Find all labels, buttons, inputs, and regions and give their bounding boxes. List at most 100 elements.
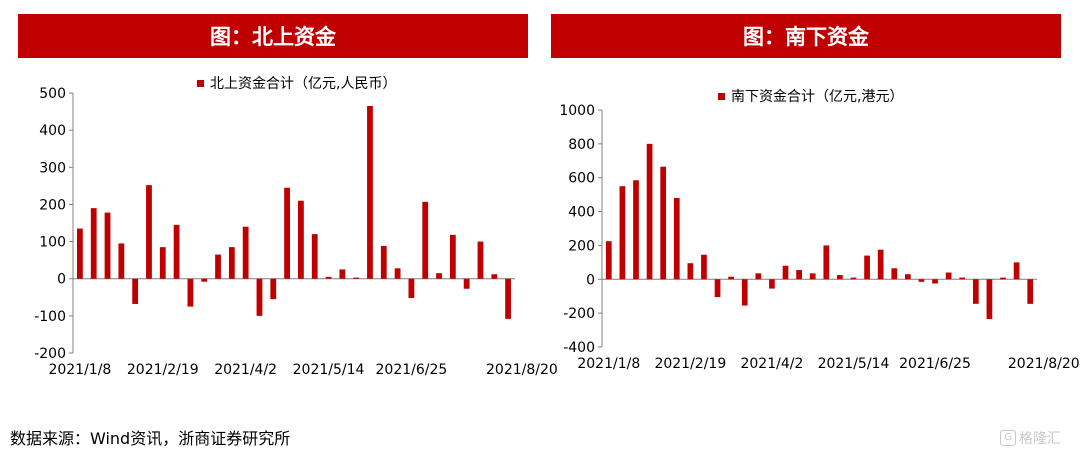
south-x-tick-label: 2021/4/2: [740, 356, 803, 372]
north-x-tick-label: 2021/4/2: [214, 362, 277, 378]
south-legend-label: 南下资金合计（亿元,港元）: [731, 89, 903, 105]
north-bar: [380, 246, 387, 279]
north-bar: [491, 274, 498, 279]
south-bar: [633, 180, 639, 280]
north-y-tick-label: -100: [34, 309, 66, 325]
south-bar: [701, 254, 707, 280]
panel-title-northbound: 图：北上资金: [18, 14, 528, 58]
north-bar: [215, 254, 221, 279]
north-bar: [311, 234, 318, 279]
south-bar: [782, 265, 789, 280]
north-bar: [242, 226, 249, 279]
north-bar: [422, 201, 429, 279]
north-bar: [284, 187, 290, 279]
north-bar: [159, 247, 166, 279]
south-x-tick-label: 2021/2/19: [654, 356, 726, 372]
north-bar: [463, 278, 470, 289]
north-x-tick-label: 2021/5/14: [293, 362, 365, 378]
south-bar: [823, 245, 830, 280]
south-bar: [755, 273, 762, 280]
north-bar: [104, 212, 111, 279]
north-y-tick-label: 100: [39, 235, 66, 251]
south-bar: [959, 277, 966, 280]
south-bar: [837, 275, 843, 280]
south-y-tick-label: 1000: [559, 103, 595, 119]
south-y-tick-label: 0: [586, 272, 595, 288]
watermark: G 格隆汇: [1000, 428, 1061, 448]
south-bar: [605, 241, 612, 280]
north-bar: [449, 234, 456, 279]
north-x-tick-label: 2021/6/25: [376, 362, 448, 378]
north-bar: [256, 278, 263, 316]
north-bar: [339, 269, 346, 279]
south-bar: [945, 272, 952, 280]
south-x-tick-label: 2021/1/8: [577, 356, 640, 372]
north-bar: [477, 241, 484, 279]
north-bar: [146, 185, 152, 279]
north-y-tick-label: 200: [39, 197, 66, 213]
south-bar: [714, 279, 721, 298]
south-bar: [891, 268, 898, 280]
north-legend-label: 北上资金合计（亿元,人民币）: [210, 76, 396, 92]
north-bar: [132, 278, 139, 304]
south-x-tick-label: 2021/5/14: [818, 356, 890, 372]
south-y-tick-label: 200: [568, 238, 595, 254]
north-legend-swatch: [197, 80, 204, 87]
north-bar: [228, 247, 235, 279]
south-y-tick-label: -400: [563, 340, 595, 356]
north-bar: [270, 278, 277, 300]
north-bar: [367, 106, 373, 279]
north-bar: [408, 278, 415, 299]
north-y-tick-label: 0: [57, 272, 66, 288]
south-x-tick-label: 2021/8/20: [1008, 356, 1080, 372]
north-bar: [325, 276, 332, 279]
south-bar: [741, 279, 748, 306]
watermark-text: 格隆汇: [1019, 431, 1061, 447]
south-bar: [728, 276, 734, 280]
south-bar: [619, 186, 626, 280]
south-bar: [1000, 277, 1006, 280]
south-bar: [660, 166, 667, 280]
north-y-tick-label: 400: [39, 123, 66, 139]
south-y-tick-label: 600: [568, 171, 595, 187]
north-bar: [90, 208, 97, 279]
south-bar: [687, 263, 694, 280]
south-y-tick-label: -200: [563, 306, 595, 322]
north-x-tick-label: 2021/1/8: [48, 362, 111, 378]
south-y-tick-label: 400: [568, 205, 595, 221]
north-bar: [505, 278, 511, 319]
south-bar: [809, 273, 816, 280]
south-bar: [986, 279, 993, 320]
south-x-tick-label: 2021/6/25: [899, 356, 971, 372]
south-bar: [864, 255, 870, 280]
north-y-tick-label: 300: [39, 160, 66, 176]
north-bar: [201, 278, 208, 282]
south-bar: [932, 279, 938, 284]
north-x-tick-label: 2021/2/19: [127, 362, 199, 378]
source-note: 数据来源：Wind资讯，浙商证券研究所: [10, 429, 291, 448]
south-bar: [850, 277, 857, 280]
north-bar: [77, 228, 83, 279]
south-bar: [646, 143, 653, 280]
north-x-tick-label: 2021/8/20: [486, 362, 558, 378]
north-y-tick-label: -200: [34, 346, 66, 362]
north-bar: [173, 224, 180, 279]
north-bar: [118, 243, 125, 279]
south-legend-swatch: [718, 93, 725, 100]
south-bar: [1027, 279, 1034, 304]
south-bar: [918, 279, 925, 282]
south-bar: [972, 279, 979, 304]
south-bar: [673, 198, 680, 280]
south-y-tick-label: 800: [568, 137, 595, 153]
south-bar: [877, 249, 884, 280]
south-bar: [1013, 262, 1020, 280]
north-bar: [298, 200, 304, 279]
north-bar: [394, 268, 401, 279]
south-bar: [769, 279, 775, 289]
watermark-logo-icon: G: [1000, 430, 1016, 446]
north-bar: [353, 277, 360, 279]
south-bar: [796, 269, 802, 280]
north-y-tick-label: 500: [39, 86, 66, 102]
south-bar: [905, 274, 911, 280]
